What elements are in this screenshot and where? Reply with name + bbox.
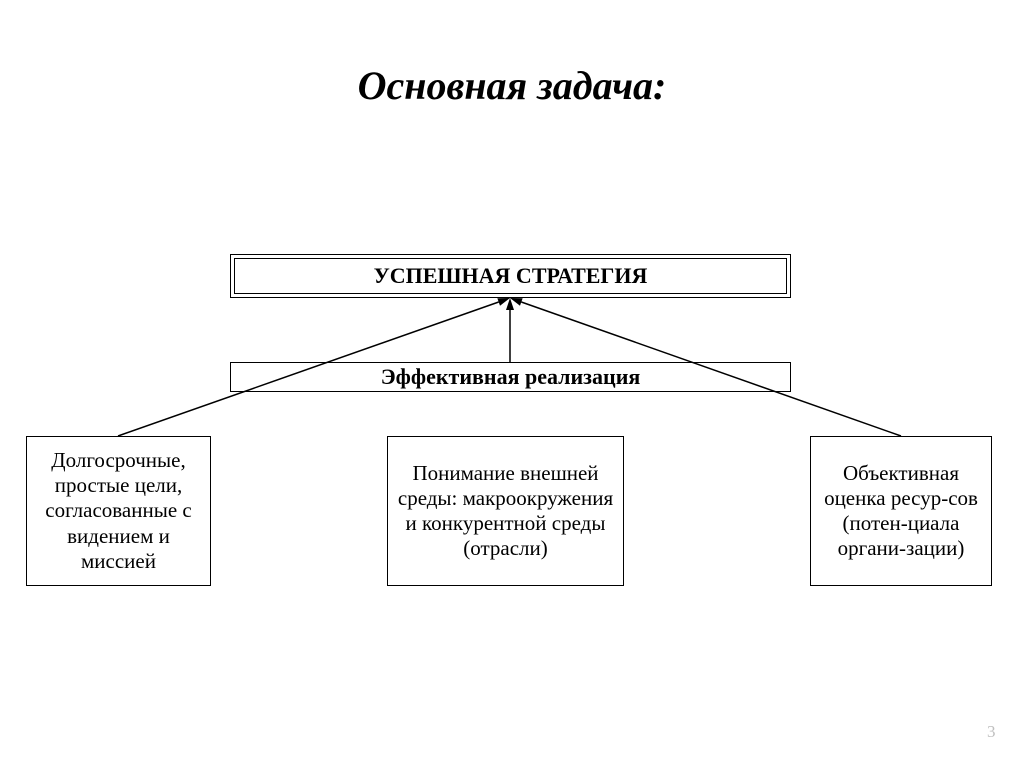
page-title: Основная задача: bbox=[0, 62, 1024, 109]
box-resource-assessment: Объективная оценка ресур-сов (потен-циал… bbox=[810, 436, 992, 586]
box-environment-understanding-text: Понимание внешней среды: макроокружения … bbox=[388, 457, 623, 566]
box-successful-strategy: УСПЕШНАЯ СТРАТЕГИЯ bbox=[230, 254, 791, 298]
box-resource-assessment-text: Объективная оценка ресур-сов (потен-циал… bbox=[811, 457, 991, 566]
box-successful-strategy-text: УСПЕШНАЯ СТРАТЕГИЯ bbox=[368, 259, 654, 293]
box-environment-understanding: Понимание внешней среды: макроокружения … bbox=[387, 436, 624, 586]
box-effective-implementation-text: Эффективная реализация bbox=[375, 360, 647, 394]
box-long-term-goals: Долгосрочные, простые цели, согласованны… bbox=[26, 436, 211, 586]
page-number: 3 bbox=[987, 722, 996, 742]
box-long-term-goals-text: Долгосрочные, простые цели, согласованны… bbox=[27, 444, 210, 578]
box-effective-implementation: Эффективная реализация bbox=[230, 362, 791, 392]
